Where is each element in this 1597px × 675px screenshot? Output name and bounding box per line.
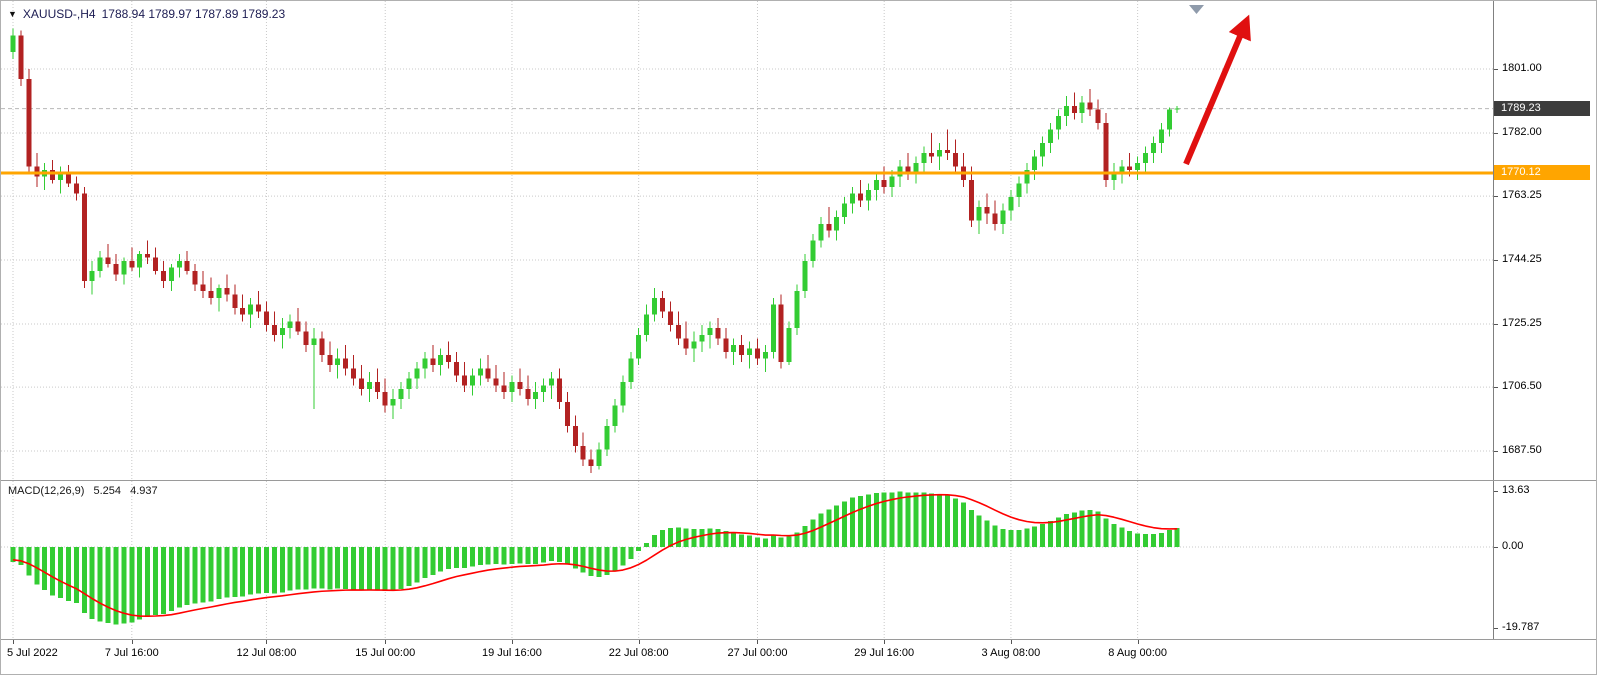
grid-lines xyxy=(1,1,1493,639)
macd-tick-mark xyxy=(1494,491,1498,492)
hline-price-badge: 1770.12 xyxy=(1494,164,1590,180)
current-price-badge: 1789.23 xyxy=(1494,100,1590,116)
time-tick-label: 7 Jul 16:00 xyxy=(104,647,159,659)
time-tick-mark xyxy=(1137,640,1139,644)
price-tick-mark xyxy=(1494,68,1498,70)
time-tick-label: 3 Aug 08:00 xyxy=(981,647,1041,659)
time-tick-mark xyxy=(511,640,513,644)
time-tick-label: 29 Jul 16:00 xyxy=(854,647,915,659)
price-axis[interactable]: 1801.00 1782.00 1763.25 1744.25 1725.25 1706.… xyxy=(1493,1,1596,639)
time-tick-mark xyxy=(884,640,886,644)
time-tick-label: 8 Aug 00:00 xyxy=(1108,647,1167,659)
time-axis[interactable]: 5 Jul 2022 7 Jul 16:00 12 Jul 08:00 15 Jul … xyxy=(1,640,1596,674)
ohlc-values-label: 1788.94 1789.97 1787.89 1789.23 xyxy=(101,7,286,21)
price-tick-label: 1744.25 xyxy=(1502,253,1542,266)
time-tick-mark xyxy=(266,640,268,644)
time-axis-separator xyxy=(1,639,1596,640)
time-tick-mark xyxy=(757,640,759,644)
time-tick-label: 22 Jul 08:00 xyxy=(608,647,669,659)
time-tick-label: 27 Jul 00:00 xyxy=(727,647,788,659)
trend-arrow-object[interactable] xyxy=(1183,14,1251,166)
macd-tick-label: 13.63 xyxy=(1502,484,1530,496)
price-tick-mark xyxy=(1494,132,1498,134)
macd-main-value: 5.254 xyxy=(93,485,122,497)
price-tick-label: 1801.00 xyxy=(1502,61,1542,74)
macd-histogram xyxy=(10,491,1180,625)
macd-indicator-header: MACD(12,26,9) 5.254 4.937 xyxy=(8,485,164,497)
price-tick-label: 1687.50 xyxy=(1502,444,1542,457)
macd-tick-mark xyxy=(1494,628,1498,630)
macd-tick-mark xyxy=(1494,547,1498,548)
price-tick-mark xyxy=(1494,451,1498,453)
time-tick-mark xyxy=(131,640,133,644)
price-tick-mark xyxy=(1494,196,1498,198)
price-tick-mark xyxy=(1494,323,1498,325)
time-tick-label: 5 Jul 2022 xyxy=(7,647,58,659)
chart-symbol-header: ▼ XAUUSD-,H4 1788.94 1789.97 1787.89 178… xyxy=(8,7,285,21)
candlesticks xyxy=(10,28,1180,473)
symbol-dropdown-icon[interactable]: ▼ xyxy=(8,8,17,19)
macd-signal-line xyxy=(12,493,1178,618)
time-tick-mark xyxy=(385,640,387,644)
chart-canvas[interactable] xyxy=(1,1,1493,639)
price-tick-label: 1725.25 xyxy=(1502,316,1542,329)
macd-tick-label: 0.00 xyxy=(1502,540,1524,552)
price-tick-mark xyxy=(1494,387,1498,389)
price-tick-label: 1706.50 xyxy=(1502,380,1542,393)
panel-separator[interactable] xyxy=(1,480,1596,481)
price-tick-label: 1782.00 xyxy=(1502,125,1542,138)
time-tick-mark xyxy=(638,640,640,644)
macd-indicator-label: MACD(12,26,9) xyxy=(8,485,85,497)
time-tick-mark xyxy=(1010,640,1012,644)
macd-signal-value: 4.937 xyxy=(130,485,158,497)
symbol-timeframe-label: XAUUSD-,H4 xyxy=(22,7,96,21)
arrow-anchor-icon[interactable] xyxy=(1189,5,1204,14)
time-tick-label: 19 Jul 16:00 xyxy=(481,647,542,659)
time-tick-label: 15 Jul 00:00 xyxy=(355,647,416,659)
price-tick-mark xyxy=(1494,260,1498,262)
time-tick-label: 12 Jul 08:00 xyxy=(236,647,297,659)
time-tick-mark xyxy=(13,640,14,644)
price-tick-label: 1763.25 xyxy=(1502,189,1542,202)
macd-tick-label: -19.787 xyxy=(1502,621,1540,634)
